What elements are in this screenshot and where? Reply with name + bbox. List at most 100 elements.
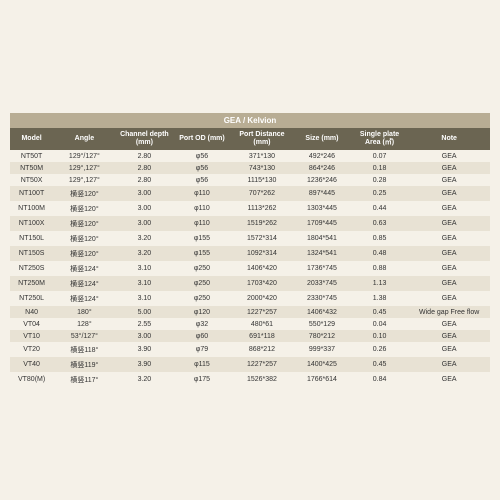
table-cell: 2.55 <box>116 318 174 330</box>
table-cell: GEA <box>408 246 490 261</box>
table-cell: VT10 <box>10 330 53 342</box>
table-cell: 0.63 <box>351 216 409 231</box>
table-title: GEA / Kelvion <box>10 113 490 128</box>
table-cell: VT04 <box>10 318 53 330</box>
table-cell: NT100X <box>10 216 53 231</box>
table-cell: GEA <box>408 174 490 186</box>
table-cell: N40 <box>10 306 53 318</box>
table-cell: 2330*745 <box>293 291 351 306</box>
table-row: VT80(M)横竖117°3.20φ1751526*3821766*6140.8… <box>10 372 490 387</box>
table-cell: NT100M <box>10 201 53 216</box>
table-cell: φ56 <box>173 174 231 186</box>
table-cell: 1766*614 <box>293 372 351 387</box>
table-row: NT250M横竖124°3.10φ2501703*4202033*7451.13… <box>10 276 490 291</box>
table-cell: 3.00 <box>116 186 174 201</box>
table-cell: 1406*420 <box>231 261 293 276</box>
table-cell: 0.04 <box>351 318 409 330</box>
column-header: Model <box>10 128 53 151</box>
table-cell: 2.80 <box>116 150 174 162</box>
table-cell: 0.84 <box>351 372 409 387</box>
table-cell: 371*130 <box>231 150 293 162</box>
table-cell: 横竖119° <box>53 357 115 372</box>
table-cell: 128° <box>53 318 115 330</box>
table-row: VT1053°/127°3.00φ60691*118780*2120.10GEA <box>10 330 490 342</box>
table-cell: 1703*420 <box>231 276 293 291</box>
table-cell: φ250 <box>173 261 231 276</box>
table-cell: GEA <box>408 231 490 246</box>
table-cell: 492*246 <box>293 150 351 162</box>
table-cell: 3.90 <box>116 357 174 372</box>
table-row: N40180°5.00φ1201227*2571406*4320.45Wide … <box>10 306 490 318</box>
table-cell: 3.90 <box>116 342 174 357</box>
table-row: VT04128°2.55φ32480*61550*1290.04GEA <box>10 318 490 330</box>
table-cell: 0.18 <box>351 162 409 174</box>
column-header: Port Distance (mm) <box>231 128 293 151</box>
table-cell: 53°/127° <box>53 330 115 342</box>
table-cell: GEA <box>408 357 490 372</box>
table-cell: 横竖120° <box>53 201 115 216</box>
table-row: NT150S横竖120°3.20φ1551092*3141324*5410.48… <box>10 246 490 261</box>
column-header: Size (mm) <box>293 128 351 151</box>
table-row: NT50X129°,127°2.80φ561115*1301236*2460.2… <box>10 174 490 186</box>
table-cell: 0.48 <box>351 246 409 261</box>
table-row: NT250L横竖124°3.10φ2502000*4202330*7451.38… <box>10 291 490 306</box>
spec-table-container: GEA / Kelvion ModelAngleChannel depth (m… <box>10 113 490 388</box>
table-cell: 2.80 <box>116 174 174 186</box>
table-cell: 1113*262 <box>231 201 293 216</box>
table-cell: GEA <box>408 291 490 306</box>
table-cell: 横竖118° <box>53 342 115 357</box>
table-cell: 129°,127° <box>53 174 115 186</box>
table-title-row: GEA / Kelvion <box>10 113 490 128</box>
table-cell: 550*129 <box>293 318 351 330</box>
table-cell: 1736*745 <box>293 261 351 276</box>
table-cell: NT150S <box>10 246 53 261</box>
table-cell: 180° <box>53 306 115 318</box>
table-cell: 3.10 <box>116 291 174 306</box>
table-cell: φ110 <box>173 201 231 216</box>
table-cell: 1227*257 <box>231 306 293 318</box>
table-cell: 1519*262 <box>231 216 293 231</box>
table-cell: GEA <box>408 330 490 342</box>
table-cell: VT80(M) <box>10 372 53 387</box>
table-row: NT100M横竖120°3.00φ1101113*2621303*4450.44… <box>10 201 490 216</box>
spec-table: GEA / Kelvion ModelAngleChannel depth (m… <box>10 113 490 388</box>
column-header: Port OD (mm) <box>173 128 231 151</box>
table-cell: φ250 <box>173 291 231 306</box>
table-cell: 3.10 <box>116 261 174 276</box>
table-cell: φ110 <box>173 186 231 201</box>
table-cell: 1.38 <box>351 291 409 306</box>
table-cell: 0.26 <box>351 342 409 357</box>
table-cell: 1115*130 <box>231 174 293 186</box>
table-cell: 864*246 <box>293 162 351 174</box>
table-cell: 1303*445 <box>293 201 351 216</box>
table-cell: φ56 <box>173 162 231 174</box>
table-cell: φ250 <box>173 276 231 291</box>
table-cell: 0.45 <box>351 306 409 318</box>
table-cell: 横竖120° <box>53 231 115 246</box>
table-cell: 999*337 <box>293 342 351 357</box>
table-cell: 0.07 <box>351 150 409 162</box>
table-cell: 1572*314 <box>231 231 293 246</box>
table-cell: NT250M <box>10 276 53 291</box>
table-cell: 3.10 <box>116 276 174 291</box>
column-header: Single plate Area (㎡) <box>351 128 409 151</box>
table-cell: 3.20 <box>116 372 174 387</box>
table-cell: φ155 <box>173 246 231 261</box>
table-cell: 707*262 <box>231 186 293 201</box>
table-cell: Wide gap Free flow <box>408 306 490 318</box>
table-cell: 横竖120° <box>53 216 115 231</box>
table-cell: 0.44 <box>351 201 409 216</box>
column-header: Note <box>408 128 490 151</box>
table-cell: 780*212 <box>293 330 351 342</box>
table-cell: NT50T <box>10 150 53 162</box>
table-cell: φ115 <box>173 357 231 372</box>
table-cell: φ155 <box>173 231 231 246</box>
table-cell: GEA <box>408 150 490 162</box>
table-cell: NT50X <box>10 174 53 186</box>
table-cell: φ175 <box>173 372 231 387</box>
table-cell: 0.85 <box>351 231 409 246</box>
table-cell: 0.25 <box>351 186 409 201</box>
table-row: NT50T129°/127°2.80φ56371*130492*2460.07G… <box>10 150 490 162</box>
table-cell: GEA <box>408 318 490 330</box>
table-cell: NT250S <box>10 261 53 276</box>
